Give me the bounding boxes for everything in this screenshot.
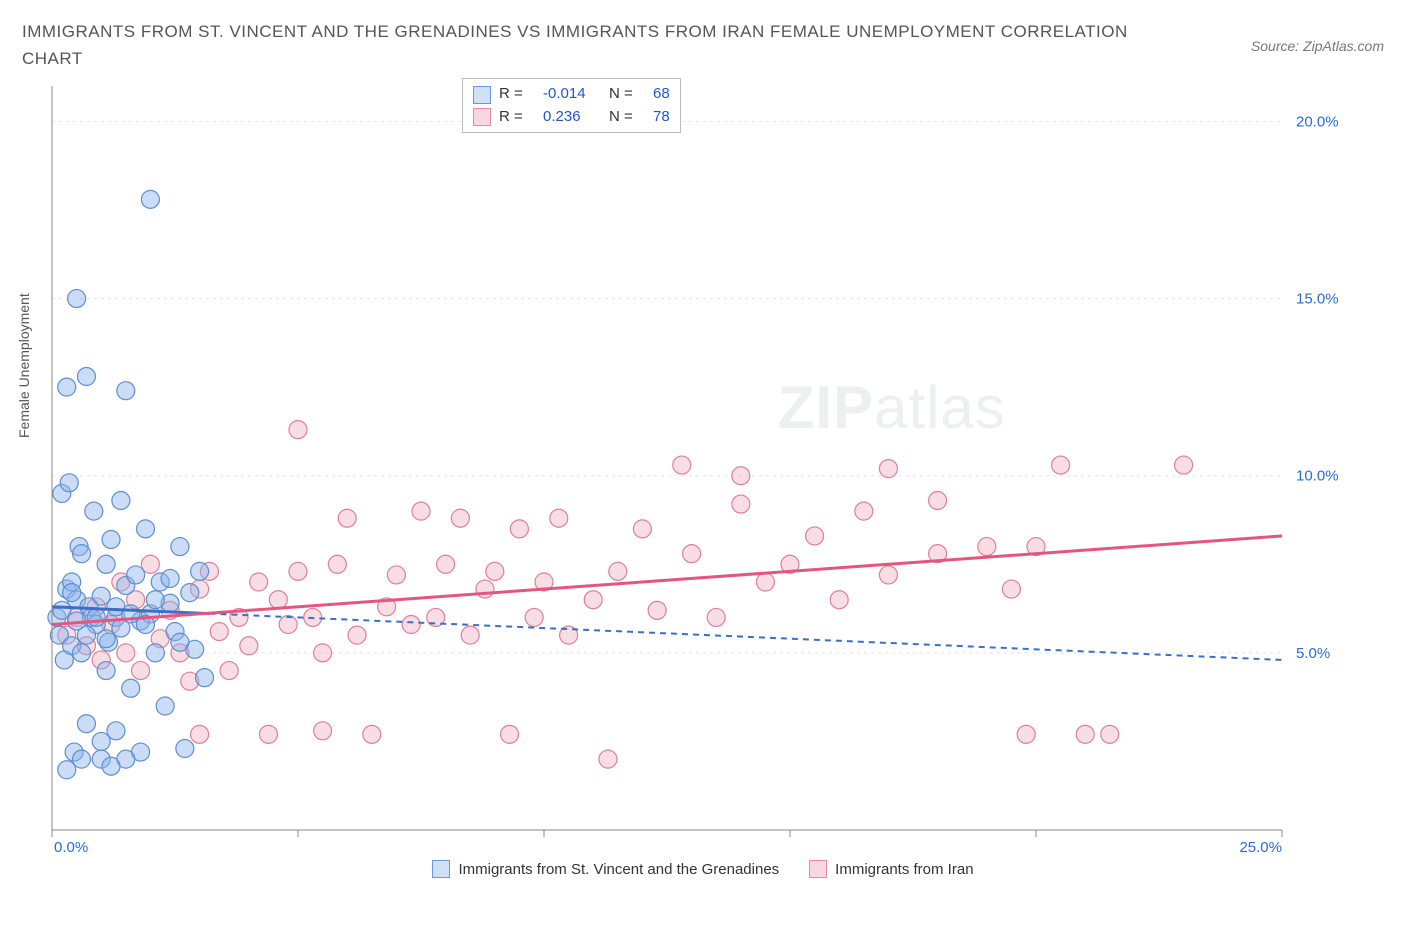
r-label-b: R = — [499, 106, 535, 129]
legend-label-a: Immigrants from St. Vincent and the Gren… — [458, 861, 779, 878]
svg-text:20.0%: 20.0% — [1296, 114, 1339, 131]
r-value-a: -0.014 — [543, 83, 601, 106]
series-b-swatch — [473, 108, 491, 126]
svg-text:15.0%: 15.0% — [1296, 291, 1339, 308]
n-value-a: 68 — [653, 83, 670, 106]
n-label-b: N = — [609, 106, 645, 129]
svg-text:5.0%: 5.0% — [1296, 645, 1330, 662]
r-label-a: R = — [499, 83, 535, 106]
legend-swatch-a — [432, 860, 450, 878]
scatter-chart: 5.0% 10.0% 15.0% 20.0% ZIPatlas 0.0% 25.0% — [22, 78, 1352, 858]
series-a-swatch — [473, 86, 491, 104]
n-value-b: 78 — [653, 106, 670, 129]
n-label-a: N = — [609, 83, 645, 106]
y-axis-label: Female Unemployment — [16, 294, 32, 439]
chart-title: IMMIGRANTS FROM ST. VINCENT AND THE GREN… — [22, 18, 1142, 72]
svg-text:10.0%: 10.0% — [1296, 468, 1339, 485]
r-value-b: 0.236 — [543, 106, 601, 129]
stats-legend: R = -0.014 N = 68 R = 0.236 N = 78 — [462, 78, 681, 133]
svg-text:0.0%: 0.0% — [54, 839, 88, 856]
source-attribution: Source: ZipAtlas.com — [1251, 18, 1384, 54]
svg-text:25.0%: 25.0% — [1239, 839, 1282, 856]
svg-text:ZIPatlas: ZIPatlas — [778, 375, 1006, 442]
series-legend: Immigrants from St. Vincent and the Gren… — [22, 860, 1384, 878]
legend-label-b: Immigrants from Iran — [835, 861, 973, 878]
legend-swatch-b — [809, 860, 827, 878]
